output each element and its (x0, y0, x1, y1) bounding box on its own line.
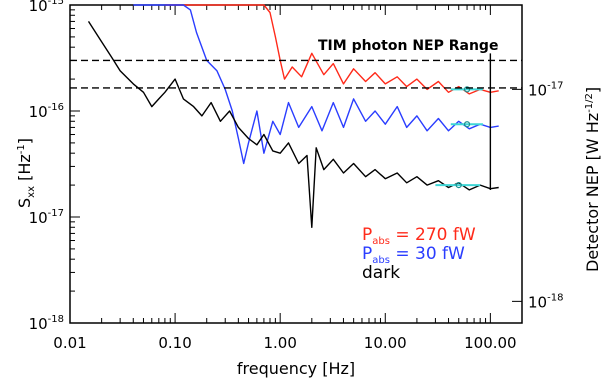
x-tick-label: 1.00 (263, 334, 296, 352)
x-axis-title: frequency [Hz] (237, 359, 355, 378)
y-tick-label: 10-16 (29, 102, 64, 121)
x-tick-label: 0.10 (158, 334, 191, 352)
y2-tick-label: 10-18 (528, 292, 563, 311)
y-tick-label: 10-17 (29, 208, 64, 227)
y2-tick-base: 10 (528, 293, 547, 311)
x-axis: 0.01 0.10 1.00 10.00 100.00 (53, 334, 516, 352)
legend-value: = 30 fW (390, 244, 465, 264)
y2-tick-base: 10 (528, 81, 547, 99)
y-tick-exp: -15 (48, 0, 64, 7)
y2-tick-exp: -17 (547, 80, 563, 91)
y-tick-exp: -18 (48, 314, 64, 325)
legend-label: dark (362, 263, 400, 283)
series-line-1 (133, 5, 498, 164)
y2-tick-exp: -18 (547, 292, 563, 303)
y-tick-base: 10 (29, 209, 48, 227)
x-tick-label: 10.00 (364, 334, 407, 352)
legend-label: P (362, 244, 372, 264)
y-tick-exp: -16 (48, 102, 64, 113)
legend-entry-2: dark (362, 263, 400, 283)
x-tick-label: 0.01 (53, 334, 86, 352)
y-tick-label: 10-18 (29, 314, 64, 333)
y2-axis-title: Detector NEP [W Hz-1/2] (583, 87, 602, 272)
y-tick-exp: -17 (48, 208, 64, 219)
x-tick-label: 100.00 (464, 334, 517, 352)
legend-label: P (362, 225, 372, 245)
y-tick-label: 10-15 (29, 0, 64, 15)
nep-range-lines (70, 60, 522, 88)
y-tick-base: 10 (29, 0, 48, 15)
legend-value: = 270 fW (390, 225, 476, 245)
y-tick-base: 10 (29, 103, 48, 121)
y-axis-title: Sxx [Hz-1] (15, 138, 37, 208)
cyan-markers (435, 87, 483, 188)
y-tick-base: 10 (29, 315, 48, 333)
legend-sub: abs (372, 236, 390, 247)
y2-tick-label: 10-17 (528, 80, 563, 99)
nep-range-annotation: TIM photon NEP Range (318, 38, 498, 54)
